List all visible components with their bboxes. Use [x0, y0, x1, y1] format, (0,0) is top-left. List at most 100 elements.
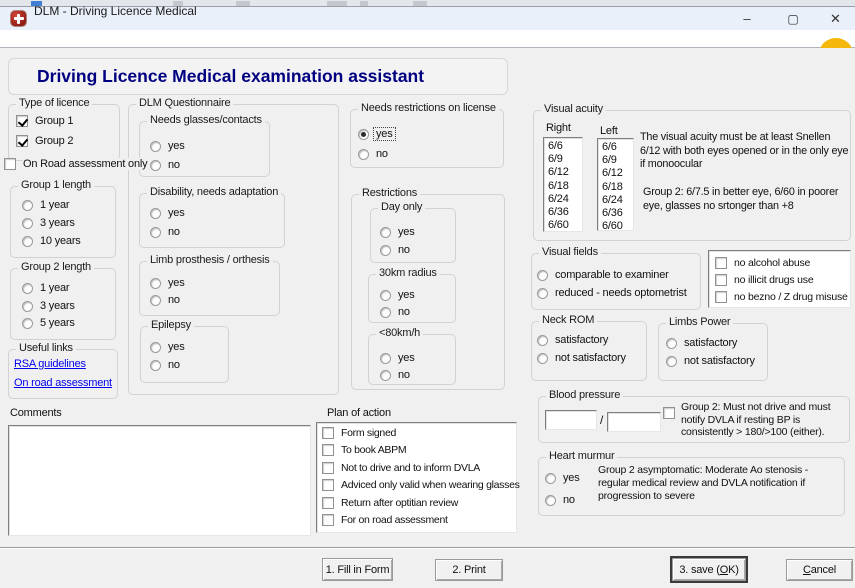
checkbox-icon — [322, 479, 334, 491]
group-heart-murmur: Heart murmur — [538, 450, 845, 516]
checkbox-book-abpm[interactable]: To book ABPM — [322, 443, 407, 457]
checkbox-advice-glasses[interactable]: Adviced only valid when wearing glasses — [322, 478, 520, 492]
list-item[interactable]: 6/24 — [602, 193, 623, 206]
save-ok-button[interactable]: 3. save (O K) — [672, 558, 746, 581]
radio-label: 3 years — [40, 217, 75, 229]
group-label: DLM Questionnaire — [136, 97, 234, 109]
list-item[interactable]: 6/36 — [548, 206, 569, 219]
radio-30km-yes[interactable]: yes — [380, 288, 415, 302]
radio-limb-no[interactable]: no — [150, 293, 180, 307]
comments-label: Comments — [10, 407, 62, 419]
checkbox-label: On Road assessment only — [23, 158, 150, 170]
group-dlm-questionnaire: DLM Questionnaire — [128, 97, 339, 395]
list-item[interactable]: 6/6 — [548, 140, 563, 152]
group-disability: Disability, needs adaptation — [139, 186, 285, 248]
radio-day-only-no[interactable]: no — [380, 243, 410, 257]
left-acuity-listbox[interactable]: 6/6 6/9 6/12 6/18 6/24 6/36 6/60 — [597, 138, 634, 233]
group-label: Type of licence — [16, 97, 93, 109]
checkbox-on-road-assessment-only[interactable]: On Road assessment only — [4, 157, 150, 171]
radio-neck-not-satisfactory[interactable]: not satisfactory — [537, 351, 626, 365]
link-rsa-guidelines[interactable]: RSA guidelines — [14, 358, 86, 370]
close-button[interactable]: ✕ — [830, 10, 841, 26]
radio-icon — [537, 269, 548, 281]
radio-glasses-no[interactable]: no — [150, 158, 180, 172]
radio-disability-yes[interactable]: yes — [150, 206, 185, 220]
radio-limbs-satisfactory[interactable]: satisfactory — [666, 336, 737, 350]
radio-group1-10years[interactable]: 10 years — [22, 234, 81, 248]
print-button[interactable]: 2. Print — [435, 559, 503, 581]
save-label-mnemonic: O — [719, 563, 729, 576]
radio-icon — [380, 306, 391, 318]
fill-in-form-button[interactable]: 1. Fill in Form — [322, 558, 393, 581]
right-acuity-listbox[interactable]: 6/6 6/9 6/12 6/18 6/24 6/36 6/60 — [543, 137, 583, 232]
checkbox-no-alcohol[interactable]: no alcohol abuse — [715, 256, 810, 270]
list-item[interactable]: 6/60 — [602, 220, 623, 233]
group-limbs-power: Limbs Power — [658, 316, 768, 381]
list-item[interactable]: 6/9 — [548, 153, 563, 166]
radio-murmur-yes[interactable]: yes — [545, 471, 580, 485]
checkbox-bp-warning[interactable] — [663, 406, 675, 420]
radio-icon — [666, 355, 677, 367]
radio-needs-restrictions-no[interactable]: no — [358, 147, 388, 161]
header-panel: Driving Licence Medical examination assi… — [8, 58, 508, 95]
radio-limbs-not-satisfactory[interactable]: not satisfactory — [666, 354, 755, 368]
list-item[interactable]: 6/18 — [602, 180, 623, 193]
bp-systolic-input[interactable] — [545, 410, 597, 430]
radio-limb-yes[interactable]: yes — [150, 276, 185, 290]
plan-of-action-label: Plan of action — [327, 407, 391, 419]
list-item[interactable]: 6/6 — [602, 141, 617, 153]
checkbox-group1[interactable]: Group 1 — [16, 114, 74, 128]
left-eye-label: Left — [600, 125, 618, 137]
radio-80kmh-no[interactable]: no — [380, 368, 410, 382]
group-group2-length: Group 2 length — [10, 261, 116, 340]
radio-30km-no[interactable]: no — [380, 305, 410, 319]
radio-needs-restrictions-yes[interactable]: yes — [358, 127, 396, 141]
maximize-button[interactable]: ▢ — [787, 11, 799, 26]
comments-textarea[interactable] — [8, 425, 311, 536]
group-label: Useful links — [16, 342, 76, 354]
checkbox-icon — [16, 115, 28, 127]
checkbox-label: To book ABPM — [341, 444, 407, 456]
radio-group2-1year[interactable]: 1 year — [22, 281, 70, 295]
plan-of-action-listbox — [316, 422, 517, 533]
radio-group1-3years[interactable]: 3 years — [22, 216, 75, 230]
radio-epilepsy-no[interactable]: no — [150, 358, 180, 372]
group-type-of-licence: Type of licence — [8, 97, 120, 161]
list-item[interactable]: 6/36 — [602, 207, 623, 220]
radio-glasses-yes[interactable]: yes — [150, 139, 185, 153]
checkbox-no-benzo[interactable]: no bezno / Z drug misuse — [715, 290, 848, 304]
link-on-road-assessment[interactable]: On road assessment — [14, 377, 112, 389]
radio-neck-satisfactory[interactable]: satisfactory — [537, 333, 608, 347]
bp-diastolic-input[interactable] — [607, 412, 661, 432]
list-item[interactable]: 6/24 — [548, 192, 569, 205]
radio-fields-reduced[interactable]: reduced - needs optometrist — [537, 286, 687, 300]
radio-group1-1year[interactable]: 1 year — [22, 198, 70, 212]
radio-80kmh-yes[interactable]: yes — [380, 351, 415, 365]
radio-label: no — [398, 306, 410, 318]
checkbox-form-signed[interactable]: Form signed — [322, 426, 396, 440]
checkbox-group2[interactable]: Group 2 — [16, 134, 74, 148]
group-visual-acuity: Visual acuity — [533, 103, 851, 241]
radio-group2-5years[interactable]: 5 years — [22, 316, 75, 330]
list-item[interactable]: 6/12 — [548, 166, 569, 179]
checkbox-return-optician[interactable]: Return after optitian review — [322, 496, 458, 510]
cancel-label-mnemonic: C — [802, 564, 811, 576]
checkbox-not-to-drive[interactable]: Not to drive and to inform DVLA — [322, 461, 480, 475]
radio-fields-comparable[interactable]: comparable to examiner — [537, 268, 669, 282]
radio-icon — [545, 472, 556, 484]
radio-day-only-yes[interactable]: yes — [380, 225, 415, 239]
minimize-button[interactable]: – — [743, 11, 751, 26]
list-item[interactable]: 6/12 — [602, 167, 623, 180]
list-item[interactable]: 6/18 — [548, 179, 569, 192]
group-label: Heart murmur — [546, 450, 618, 462]
checkbox-road-assessment[interactable]: For on road assessment — [322, 513, 448, 527]
radio-disability-no[interactable]: no — [150, 225, 180, 239]
list-item[interactable]: 6/60 — [548, 219, 569, 232]
radio-group2-3years[interactable]: 3 years — [22, 299, 75, 313]
checkbox-label: Return after optitian review — [341, 497, 459, 509]
list-item[interactable]: 6/9 — [602, 154, 617, 167]
checkbox-no-illicit-drugs[interactable]: no illicit drugs use — [715, 273, 814, 287]
radio-murmur-no[interactable]: no — [545, 493, 575, 507]
radio-epilepsy-yes[interactable]: yes — [150, 340, 185, 354]
